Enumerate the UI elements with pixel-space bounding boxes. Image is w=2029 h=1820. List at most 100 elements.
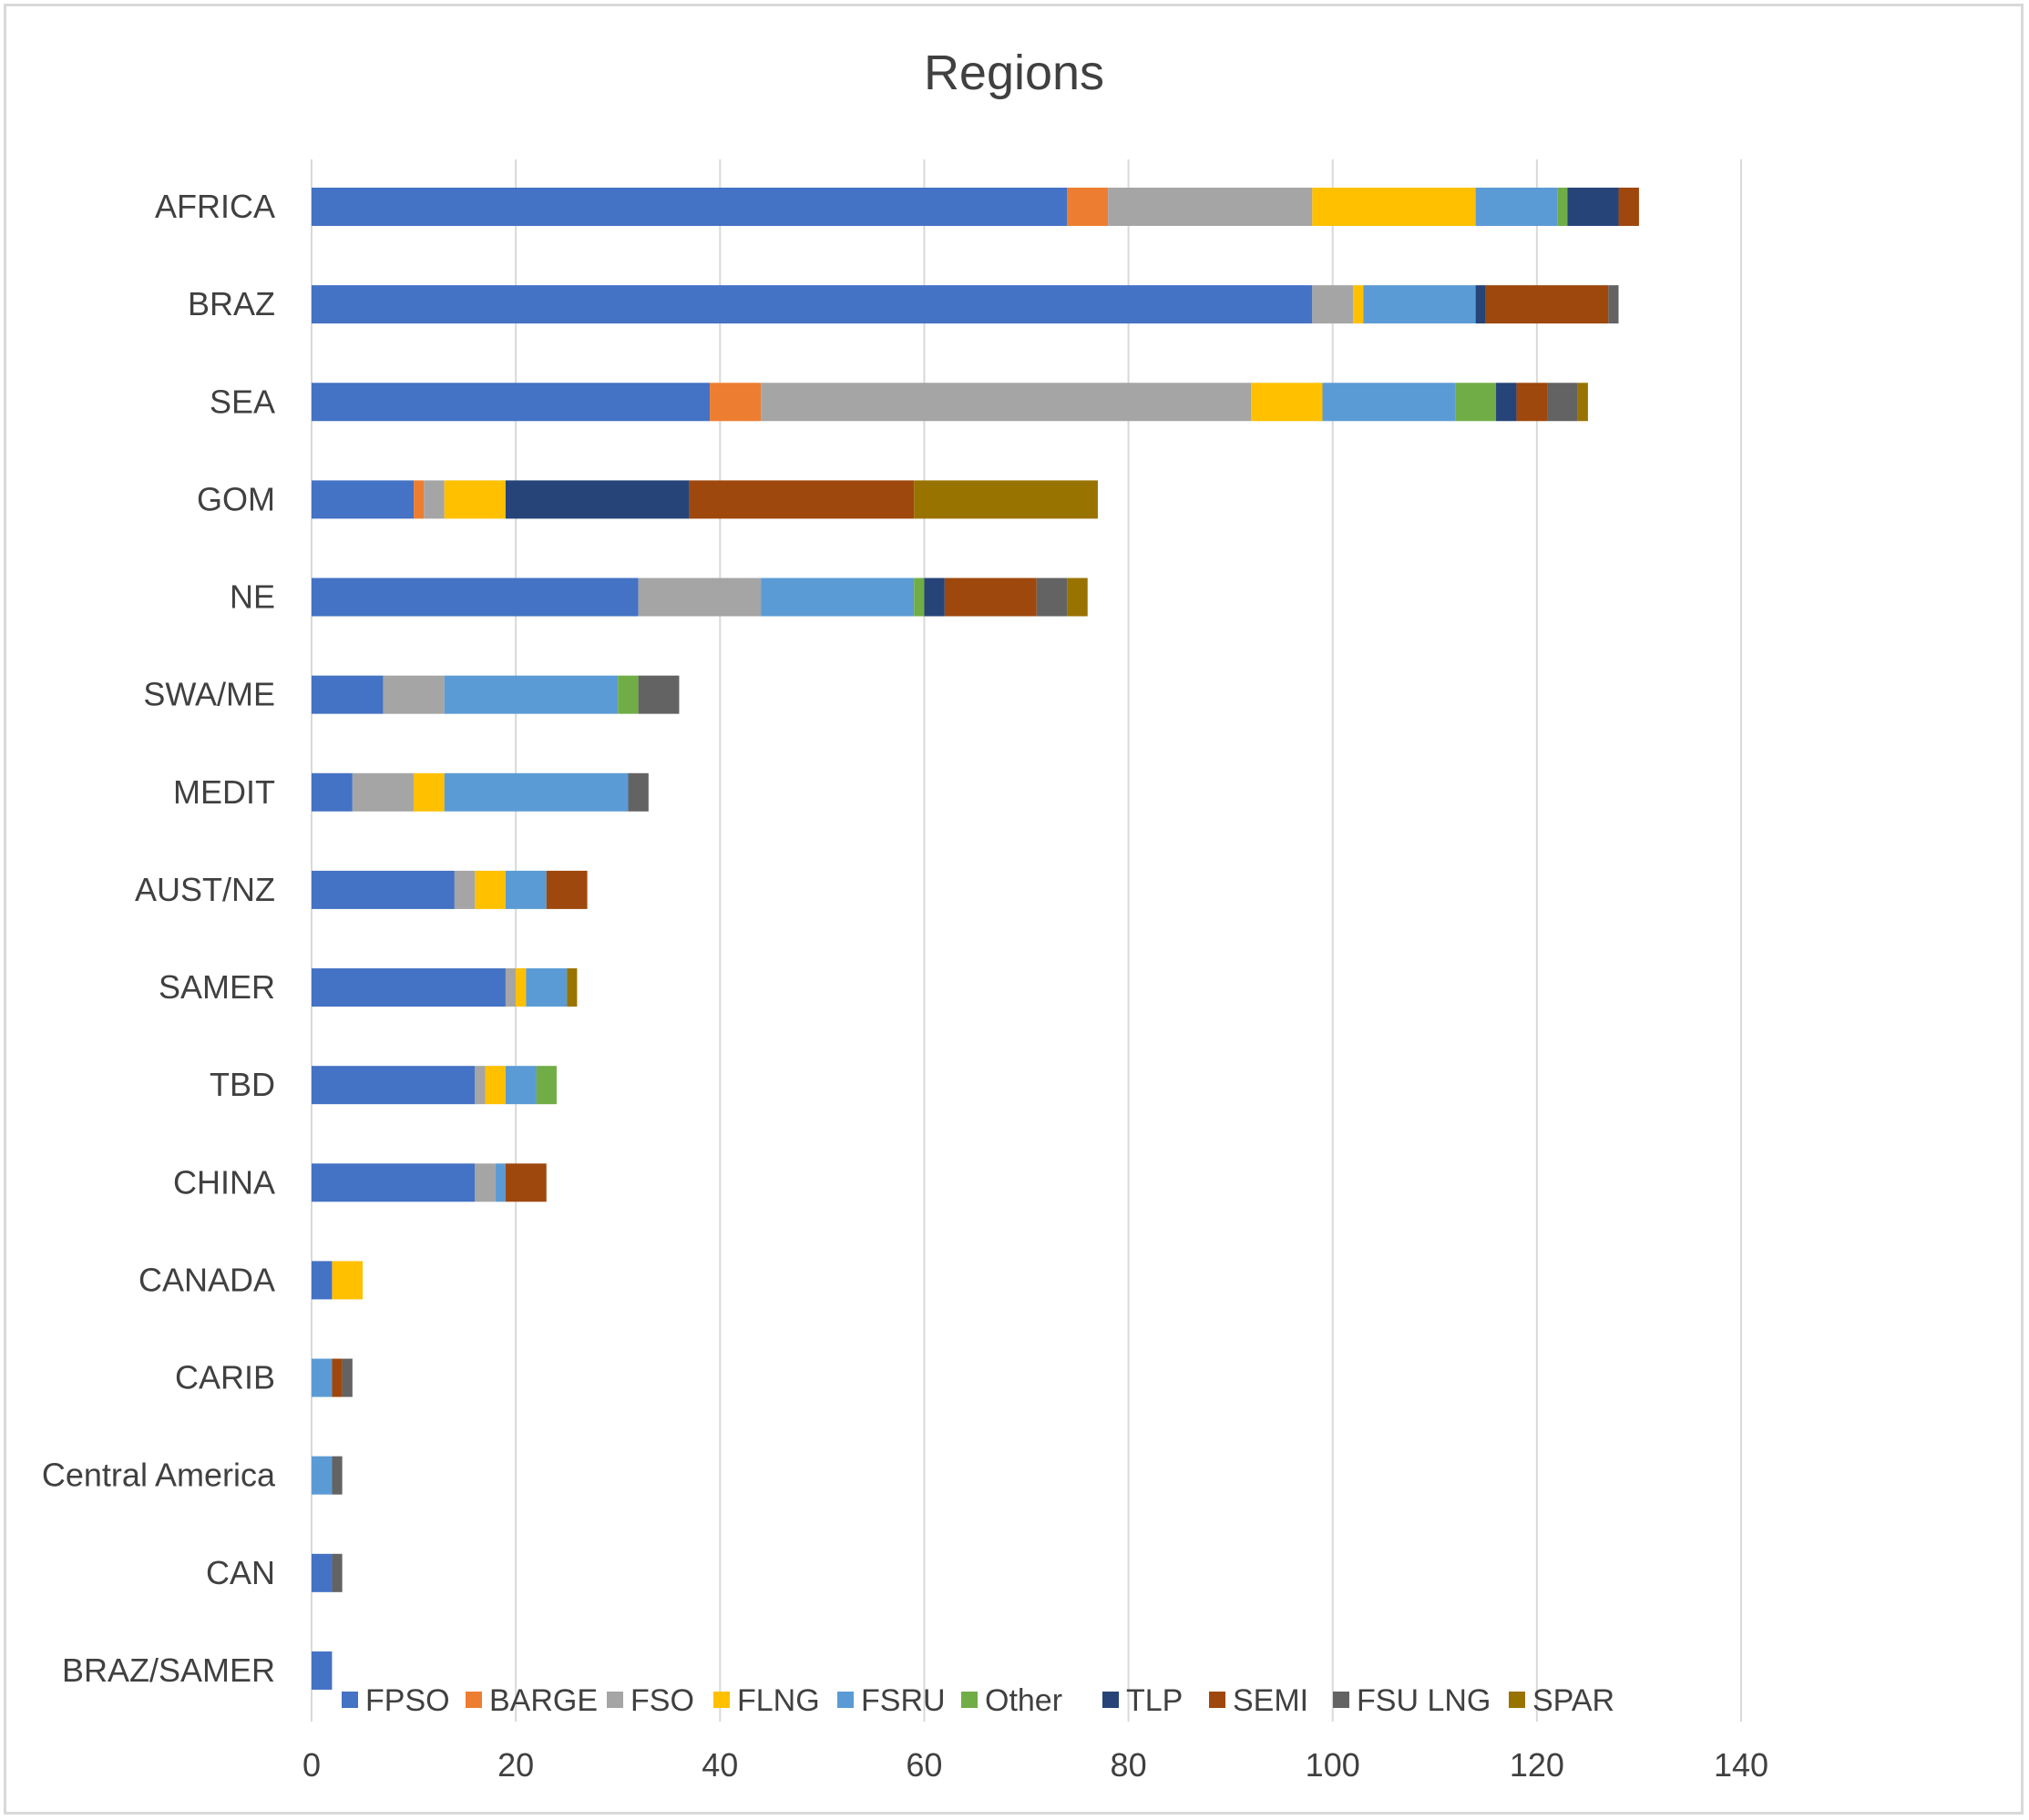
bar-segment [444, 675, 619, 714]
x-tick-label: 80 [1111, 1746, 1147, 1784]
bar-segment [444, 772, 629, 812]
category-label: SWA/ME [143, 676, 275, 713]
bar-segment [914, 480, 1098, 519]
bar-segment [414, 480, 425, 519]
bar-segment [1322, 383, 1456, 422]
legend-label: FLNG [737, 1683, 820, 1718]
bar-segment [1567, 188, 1619, 226]
bar-segment [312, 578, 639, 617]
category-label: MEDIT [173, 773, 275, 811]
legend-label: SPAR [1532, 1683, 1614, 1718]
legend-swatch [1333, 1692, 1349, 1708]
bar-segment [1312, 285, 1354, 324]
category-label: SEA [210, 383, 275, 420]
bar-segment [312, 480, 415, 519]
bar-segment [546, 870, 588, 909]
bar-segment [475, 1163, 496, 1202]
bar-segment [312, 1358, 333, 1397]
category-label: NE [230, 578, 275, 616]
legend-swatch [837, 1692, 854, 1708]
bar-segment [1485, 285, 1609, 324]
bar-segment [342, 1358, 353, 1397]
category-label: BRAZ [188, 285, 275, 322]
legend-label: FSU LNG [1357, 1683, 1491, 1718]
bar-segment [1312, 188, 1476, 226]
legend-swatch [1102, 1692, 1119, 1708]
bar-segment [312, 188, 1068, 226]
category-label: CANADA [138, 1261, 275, 1298]
bar-segment [638, 675, 680, 714]
bar-segment [1353, 285, 1364, 324]
legend-swatch [1509, 1692, 1525, 1708]
category-label: Central America [42, 1457, 276, 1494]
bar-segment [505, 1163, 547, 1202]
bar-segment [312, 285, 1313, 324]
bar-segment [505, 1066, 537, 1105]
legend-swatch [961, 1692, 978, 1708]
legend: FPSO BARGE FSO FLNG FSRU Other TLP SEMI FSU LNG S… [342, 1683, 1614, 1718]
bar-segment [505, 870, 547, 909]
legend-swatch [1209, 1692, 1225, 1708]
legend-label: FSRU [861, 1683, 946, 1718]
x-axis-tick-labels: 0 20 40 60 80 100 120 140 [302, 1746, 1768, 1784]
x-tick-label: 60 [906, 1746, 942, 1784]
bar-segment [312, 772, 353, 812]
bar-segment [352, 772, 415, 812]
bar-segment [312, 1456, 333, 1495]
bar-segment [424, 480, 445, 519]
category-label: BRAZ/SAMER [62, 1651, 275, 1689]
bar-segment [383, 675, 445, 714]
legend-label: SEMI [1233, 1683, 1308, 1718]
category-labels: AFRICA BRAZ SEA GOM NE SWA/ME MEDIT AUST/NZ SAME… [42, 188, 276, 1689]
bar-segment [312, 1651, 333, 1690]
bar-segment [618, 675, 639, 714]
bar-segment [312, 675, 384, 714]
bar-segment [567, 968, 578, 1007]
legend-swatch [607, 1692, 623, 1708]
bar-segment [1557, 188, 1568, 226]
bar-segment [485, 1066, 506, 1105]
bar-segment [505, 480, 690, 519]
bar-segment [505, 968, 517, 1007]
legend-swatch [713, 1692, 730, 1708]
bar-segment [332, 1358, 343, 1397]
bar-segment [312, 1553, 333, 1592]
bar-segment [332, 1456, 343, 1495]
x-tick-label: 100 [1306, 1746, 1360, 1784]
bar-segment [312, 383, 711, 422]
x-tick-label: 40 [702, 1746, 738, 1784]
bar-segment [526, 968, 568, 1007]
bar-segment [312, 968, 506, 1007]
bar-segment [710, 383, 762, 422]
category-label: CAN [206, 1554, 275, 1591]
legend-swatch [342, 1692, 358, 1708]
bar-segment [1251, 383, 1323, 422]
bar-segment [914, 578, 925, 617]
bar-segment [332, 1553, 343, 1592]
legend-label: FPSO [365, 1683, 450, 1718]
bar-segment [332, 1261, 364, 1300]
bar-segment [312, 1163, 476, 1202]
chart-title: Regions [924, 46, 1104, 100]
bar-segment [924, 578, 945, 617]
bar-segment [1608, 285, 1619, 324]
x-tick-label: 0 [302, 1746, 321, 1784]
bar-segment [516, 968, 527, 1007]
bar-segment [638, 578, 762, 617]
category-label: TBD [210, 1066, 275, 1103]
legend-swatch [466, 1692, 482, 1708]
bar-segment [1516, 383, 1548, 422]
bar-segment [689, 480, 915, 519]
x-tick-label: 120 [1510, 1746, 1564, 1784]
bar-segment [475, 1066, 486, 1105]
bar-segment [1108, 188, 1313, 226]
bar-segment [761, 578, 915, 617]
bar-segment [1475, 285, 1486, 324]
bar-segment [761, 383, 1252, 422]
bar-segment [1618, 188, 1639, 226]
bar-segment [1547, 383, 1578, 422]
bar-segment [1067, 188, 1109, 226]
x-tick-label: 20 [497, 1746, 534, 1784]
bar-segment [944, 578, 1037, 617]
